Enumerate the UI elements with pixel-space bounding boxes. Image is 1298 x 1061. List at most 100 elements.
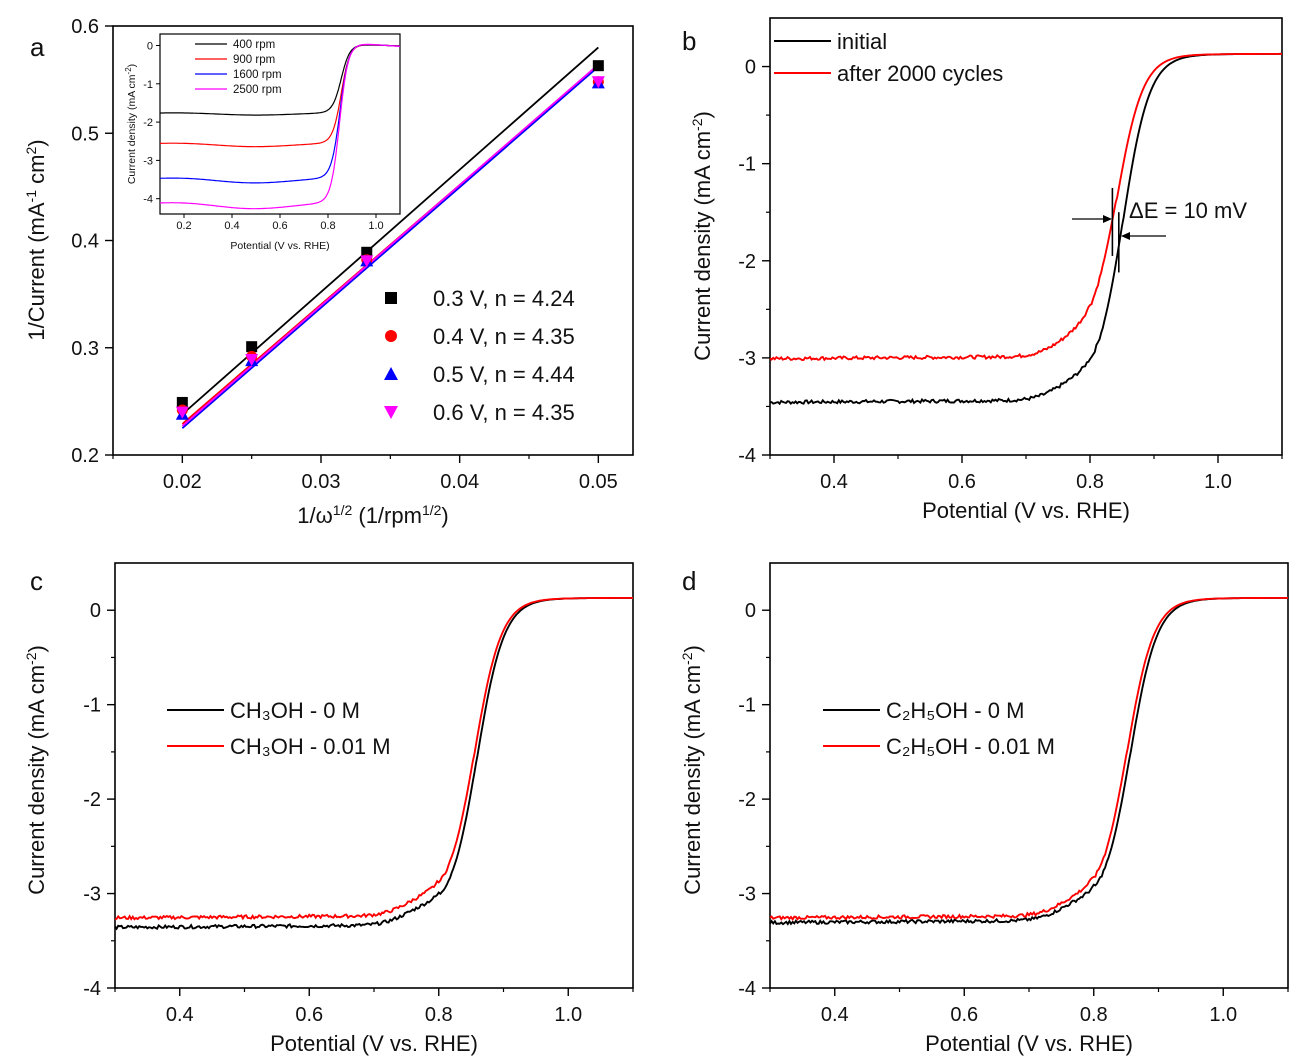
y-tick-label: -4	[83, 978, 101, 1000]
series-line	[114, 596, 633, 921]
y-tick-label: 0	[90, 600, 101, 622]
y-axis-label: 1/Current (mA-1 cm2)	[23, 139, 49, 340]
data-point	[245, 354, 259, 367]
panel-c: c 0.4 0.6 0.8 1.0 0 -1 -2 -3 -4 CH₃OH - 0 M CH₃OH -…	[23, 562, 634, 1056]
y-tick-label: -4	[738, 445, 756, 467]
inset-x-tick-label: 0.2	[176, 220, 191, 232]
panel-label: c	[30, 566, 43, 596]
x-tick-label: 0.8	[1076, 471, 1104, 493]
x-axis-label-sup: 1/2	[422, 502, 442, 518]
series-line	[769, 596, 1288, 921]
inset-legend-label: 2500 rpm	[233, 84, 282, 96]
inset-y-axis-label-text: )	[126, 64, 138, 68]
x-tick-label: 0.03	[302, 471, 341, 493]
inset-x-tick-label: 0.4	[224, 220, 239, 232]
x-tick-label: 0.6	[948, 471, 976, 493]
y-tick-label: -2	[738, 789, 756, 811]
x-axis-label: Potential (V vs. RHE)	[922, 498, 1130, 523]
legend-label: 0.3 V, n = 4.24	[433, 286, 575, 311]
y-axis-label-text: 1/Current (mA	[24, 202, 49, 340]
data-point	[591, 76, 605, 89]
y-tick-label: 0.4	[71, 231, 99, 253]
fit-line	[181, 66, 599, 429]
legend-label: C₂H₅OH - 0 M	[886, 698, 1024, 723]
x-tick-label: 0.6	[295, 1004, 323, 1026]
inset-y-tick-label: -2	[143, 117, 153, 129]
x-axis-label-text: (1/rpm	[352, 503, 422, 528]
inset-legend-label: 1600 rpm	[233, 69, 282, 81]
data-point	[246, 341, 258, 353]
inset-frame	[159, 33, 401, 215]
legend-label: 0.6 V, n = 4.35	[433, 400, 575, 425]
x-axis-label: Potential (V vs. RHE)	[270, 1031, 478, 1056]
x-tick-label: 1.0	[554, 1004, 582, 1026]
x-tick-label: 1.0	[1204, 471, 1232, 493]
legend-marker	[384, 406, 398, 419]
legend-label: 0.4 V, n = 4.35	[433, 324, 575, 349]
x-tick-label: 0.8	[1080, 1004, 1108, 1026]
y-tick-label: -1	[738, 695, 756, 717]
legend-label: C₂H₅OH - 0.01 M	[886, 734, 1055, 759]
y-tick-label: -2	[738, 251, 756, 273]
data-point	[361, 246, 373, 258]
panel-b: b 0.4 0.6 0.8 1.0 0 -1 -2 -3 -4 initial after 2000 …	[682, 17, 1283, 523]
y-axis-label-text: Current density (mA cm	[690, 131, 715, 361]
y-tick-label: -3	[738, 348, 756, 370]
y-tick-label: -4	[738, 978, 756, 1000]
inset-y-tick-label: 0	[147, 40, 153, 52]
panel-d: d 0.4 0.6 0.8 1.0 0 -1 -2 -3 -4 C₂H₅OH - 0 M C₂H₅OH…	[679, 562, 1289, 1056]
data-point	[175, 406, 189, 419]
inset-y-tick-label: -1	[143, 79, 153, 91]
inset-y-axis-label: Current density (mA cm-2)	[124, 64, 139, 184]
x-tick-label: 0.8	[425, 1004, 453, 1026]
y-axis-label: Current density (mA cm-2)	[23, 645, 49, 895]
x-tick-label: 0.04	[440, 471, 479, 493]
x-axis-label-text: )	[441, 503, 448, 528]
y-tick-label: -3	[738, 884, 756, 906]
series-line	[114, 596, 633, 931]
inset-y-axis-label-text: Current density (mA cm	[126, 74, 138, 184]
y-axis-label-text: )	[690, 111, 715, 118]
delta-e-annotation: ΔE = 10 mV	[1129, 198, 1247, 223]
x-tick-label: 0.6	[950, 1004, 978, 1026]
y-axis-label-sup: -1	[23, 190, 39, 203]
y-axis-label: Current density (mA cm-2)	[689, 111, 715, 361]
y-tick-label: 0	[745, 57, 756, 79]
x-axis-label: 1/ω1/2 (1/rpm1/2)	[297, 502, 448, 528]
series-line	[769, 52, 1282, 362]
y-tick-label: -3	[83, 884, 101, 906]
y-tick-label: -2	[83, 789, 101, 811]
y-axis-label-text: )	[24, 139, 49, 146]
delta-e-arrowhead	[1121, 232, 1130, 240]
delta-e-arrowhead	[1103, 215, 1112, 223]
y-axis-label-text: Current density (mA cm	[24, 665, 49, 895]
inset-series-line	[159, 43, 401, 210]
panel-label: b	[682, 26, 696, 56]
x-tick-label: 0.4	[821, 1004, 849, 1026]
panel-a: a 0.02 0.03 0.04 0.05 0.2 0.3 0.4 0.5 0.6 0.3 V, n…	[23, 16, 634, 528]
panel-label: d	[682, 566, 696, 596]
y-axis-label-text: cm	[24, 155, 49, 190]
y-tick-label: 0.3	[71, 338, 99, 360]
data-point	[592, 60, 604, 72]
inset-x-tick-label: 1.0	[368, 220, 383, 232]
y-axis-label-text: Current density (mA cm	[680, 665, 705, 895]
y-tick-label: 0.2	[71, 445, 99, 467]
y-axis-label-sup: 2	[23, 147, 39, 155]
inset-y-tick-label: -3	[143, 155, 153, 167]
inset-x-tick-label: 0.8	[320, 220, 335, 232]
legend-label: CH₃OH - 0.01 M	[230, 734, 391, 759]
legend-label: initial	[837, 29, 887, 54]
inset-x-axis-label: Potential (V vs. RHE)	[230, 240, 329, 252]
y-tick-label: 0.5	[71, 123, 99, 145]
x-tick-label: 1.0	[1209, 1004, 1237, 1026]
legend-marker	[385, 292, 397, 304]
x-tick-label: 0.02	[163, 471, 202, 493]
y-tick-label: 0	[745, 600, 756, 622]
x-axis-label-text: 1/ω	[297, 503, 333, 528]
legend-label: 0.5 V, n = 4.44	[433, 362, 575, 387]
inset-legend-label: 400 rpm	[233, 39, 275, 51]
y-axis-label-sup: -2	[23, 652, 39, 665]
inset-x-tick-label: 0.6	[272, 220, 287, 232]
